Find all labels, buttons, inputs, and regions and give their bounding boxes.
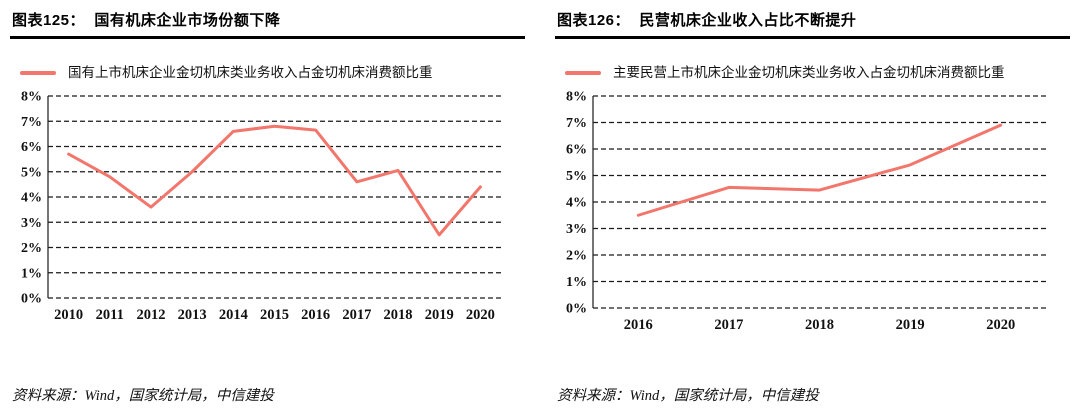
line-chart-state-owned-share: 0% 1% 2% 3% 4% 5% 6% 7% 8% 2010 2011 2012 2013 2014 20… — [21, 89, 501, 323]
svg-text:2014: 2014 — [219, 307, 248, 323]
svg-text:2020: 2020 — [986, 317, 1015, 333]
legend-line-swatch — [565, 71, 601, 75]
svg-text:2017: 2017 — [714, 317, 743, 333]
svg-text:2010: 2010 — [54, 307, 83, 323]
svg-text:3%: 3% — [21, 216, 42, 231]
svg-text:7%: 7% — [21, 115, 42, 130]
source-note-right: 资料来源：Wind，国家统计局，中信建投 — [557, 388, 819, 404]
svg-text:2012: 2012 — [136, 307, 165, 323]
svg-text:2020: 2020 — [466, 307, 495, 323]
title-divider — [10, 36, 525, 39]
svg-text:2011: 2011 — [96, 307, 124, 323]
source-note-left: 资料来源：Wind，国家统计局，中信建投 — [12, 388, 274, 404]
chart-panel-left: 图表125： 国有机床企业市场份额下降 国有上市机床企业金切机床类业务收入占金切… — [10, 6, 525, 409]
legend-label: 国有上市机床企业金切机床类业务收入占金切机床消费额比重 — [68, 65, 433, 80]
chart-panel-right: 图表126： 民营机床企业收入占比不断提升 主要民营上市机床企业金切机床类业务收… — [555, 6, 1070, 409]
svg-text:3%: 3% — [566, 222, 587, 237]
chart-title-126: 图表126： 民营机床企业收入占比不断提升 — [557, 12, 857, 29]
svg-text:2016: 2016 — [624, 317, 653, 333]
svg-text:2013: 2013 — [178, 307, 207, 323]
svg-text:2018: 2018 — [805, 317, 834, 333]
svg-text:6%: 6% — [21, 140, 42, 155]
svg-text:2%: 2% — [566, 248, 587, 263]
legend-left: 国有上市机床企业金切机床类业务收入占金切机床消费额比重 — [20, 63, 525, 84]
svg-text:2019: 2019 — [896, 317, 925, 333]
svg-text:5%: 5% — [566, 169, 587, 184]
svg-text:5%: 5% — [21, 165, 42, 180]
svg-text:1%: 1% — [21, 266, 42, 281]
svg-text:6%: 6% — [566, 142, 587, 157]
svg-text:4%: 4% — [21, 190, 42, 205]
svg-text:0%: 0% — [21, 291, 42, 306]
svg-text:8%: 8% — [21, 89, 42, 104]
legend-right: 主要民营上市机床企业金切机床类业务收入占金切机床消费额比重 — [565, 63, 1070, 84]
chart-title-125: 图表125： 国有机床企业市场份额下降 — [12, 12, 281, 29]
svg-text:8%: 8% — [566, 89, 587, 104]
legend-line-swatch — [20, 71, 56, 75]
svg-text:1%: 1% — [566, 275, 587, 290]
svg-text:7%: 7% — [566, 116, 587, 131]
svg-text:2015: 2015 — [260, 307, 289, 323]
svg-text:2016: 2016 — [301, 307, 330, 323]
title-divider — [555, 36, 1070, 39]
line-chart-private-share: 0% 1% 2% 3% 4% 5% 6% 7% 8% 2016 2017 2018 2019 2020 — [566, 89, 1046, 333]
svg-text:2017: 2017 — [342, 307, 371, 323]
legend-label: 主要民营上市机床企业金切机床类业务收入占金切机床消费额比重 — [613, 65, 1005, 80]
svg-text:2018: 2018 — [384, 307, 413, 323]
svg-text:2%: 2% — [21, 241, 42, 256]
svg-text:2019: 2019 — [425, 307, 454, 323]
svg-text:0%: 0% — [566, 301, 587, 316]
svg-text:4%: 4% — [566, 195, 587, 210]
